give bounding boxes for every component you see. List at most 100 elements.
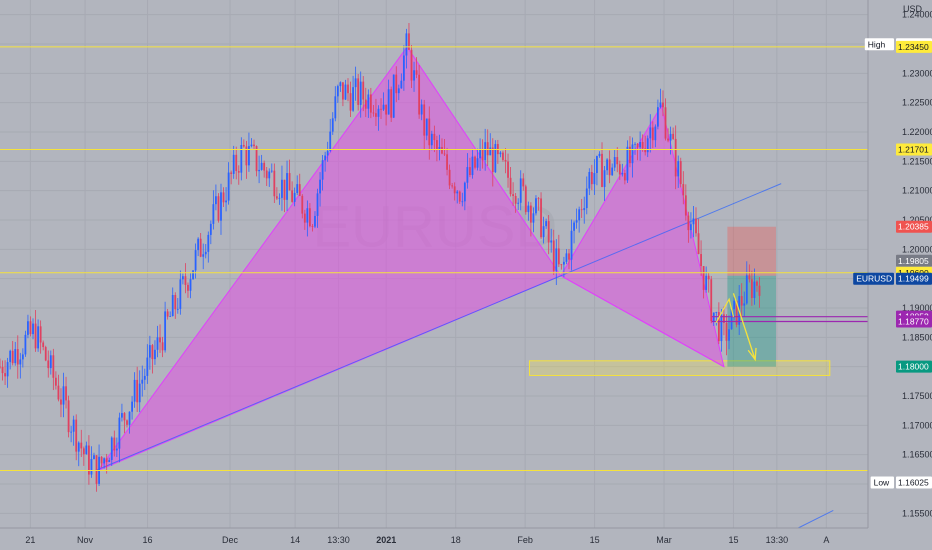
time-tick-label: 13:30 <box>766 535 789 545</box>
time-tick-label: Mar <box>656 535 672 545</box>
candle-body <box>288 173 291 191</box>
candle-body <box>148 345 151 358</box>
candle-body <box>720 314 723 342</box>
price-tag <box>896 220 932 233</box>
candle-body <box>413 70 415 81</box>
price-tick-label: 1.19000 <box>902 303 932 313</box>
candle-body <box>311 226 314 227</box>
candle-body <box>687 215 690 231</box>
price-tag <box>896 360 932 373</box>
candle-body <box>278 197 281 199</box>
candle-body <box>469 167 471 176</box>
candle-body <box>364 99 367 109</box>
candle-body <box>745 275 748 304</box>
candle-body <box>519 178 522 203</box>
candle-body <box>583 208 586 211</box>
candle-body <box>95 455 98 484</box>
candle-body <box>37 326 40 349</box>
candle-body <box>166 311 169 317</box>
candle-body <box>39 326 42 343</box>
candle-body <box>392 74 395 118</box>
candle-body <box>103 458 106 464</box>
trend-line[interactable] <box>95 183 782 471</box>
position-stop-zone[interactable] <box>727 226 776 276</box>
price-tag <box>896 315 932 328</box>
candle-body <box>512 194 515 196</box>
candle-body <box>156 337 159 350</box>
candle-body <box>49 355 52 369</box>
candle-body <box>334 96 337 119</box>
candle-body <box>410 49 413 81</box>
candle-body <box>253 144 255 147</box>
candle-body <box>123 413 126 421</box>
price-tag-label: 1.19805 <box>898 256 929 266</box>
candle-body <box>608 159 611 176</box>
candle-body <box>532 213 535 223</box>
candle-body <box>545 221 548 227</box>
time-tick-label: A <box>823 535 829 545</box>
candle-body <box>463 182 466 202</box>
candle-body <box>283 179 286 200</box>
candle-body <box>601 153 603 187</box>
candle-body <box>54 377 57 386</box>
price-tag <box>896 272 932 285</box>
price-tag-label: 1.19499 <box>898 274 929 284</box>
candle-body <box>306 208 309 223</box>
candle-body <box>563 261 565 265</box>
candle-body <box>382 104 385 110</box>
candle-body <box>143 375 146 380</box>
price-tag-label: 1.16025 <box>898 478 929 488</box>
candle-body <box>535 198 537 214</box>
candle-body <box>385 104 388 115</box>
candle-body <box>359 81 362 105</box>
price-tag-label: 1.20385 <box>898 222 929 232</box>
candle-body <box>357 78 360 105</box>
candle-body <box>654 126 657 141</box>
price-tick-label: 1.17500 <box>902 391 932 401</box>
candle-body <box>138 383 141 403</box>
candle-body <box>314 215 316 227</box>
candle-body <box>494 144 497 173</box>
candle-body <box>222 192 225 203</box>
price-tag <box>896 143 932 156</box>
candle-body <box>623 172 626 181</box>
candle-body <box>189 279 192 291</box>
candle-body <box>555 248 558 271</box>
candle-body <box>550 240 553 243</box>
candle-body <box>491 147 494 173</box>
time-tick-label: Dec <box>222 535 239 545</box>
candle-body <box>715 312 718 313</box>
candle-body <box>209 223 212 235</box>
candle-body <box>212 204 215 224</box>
candle-body <box>484 142 487 161</box>
candle-body <box>174 295 177 310</box>
candle-body <box>44 347 47 361</box>
candle-body <box>336 86 339 97</box>
candle-body <box>486 142 489 156</box>
candle-body <box>329 131 332 151</box>
candle-body <box>580 209 583 211</box>
candle-body <box>268 171 271 179</box>
candle-body <box>598 153 601 157</box>
candle-body <box>88 445 90 475</box>
candle-body <box>631 144 634 164</box>
price-tag-label: 1.18000 <box>898 362 929 372</box>
candle-body <box>176 308 179 310</box>
candle-body <box>626 146 629 181</box>
candle-body <box>171 295 174 317</box>
candle-body <box>502 152 504 160</box>
price-tick-label: 1.18500 <box>902 332 932 342</box>
candle-body <box>656 107 659 127</box>
candle-body <box>651 127 654 141</box>
candle-body <box>682 184 685 196</box>
candle-body <box>547 221 550 243</box>
candle-body <box>67 400 70 433</box>
candle-body <box>453 186 456 194</box>
candle-body <box>85 445 88 455</box>
time-tick-label: 2021 <box>376 535 396 545</box>
candle-body <box>77 442 80 452</box>
candle-body <box>593 173 596 185</box>
target-zone[interactable] <box>528 360 831 376</box>
candle-body <box>441 147 443 154</box>
